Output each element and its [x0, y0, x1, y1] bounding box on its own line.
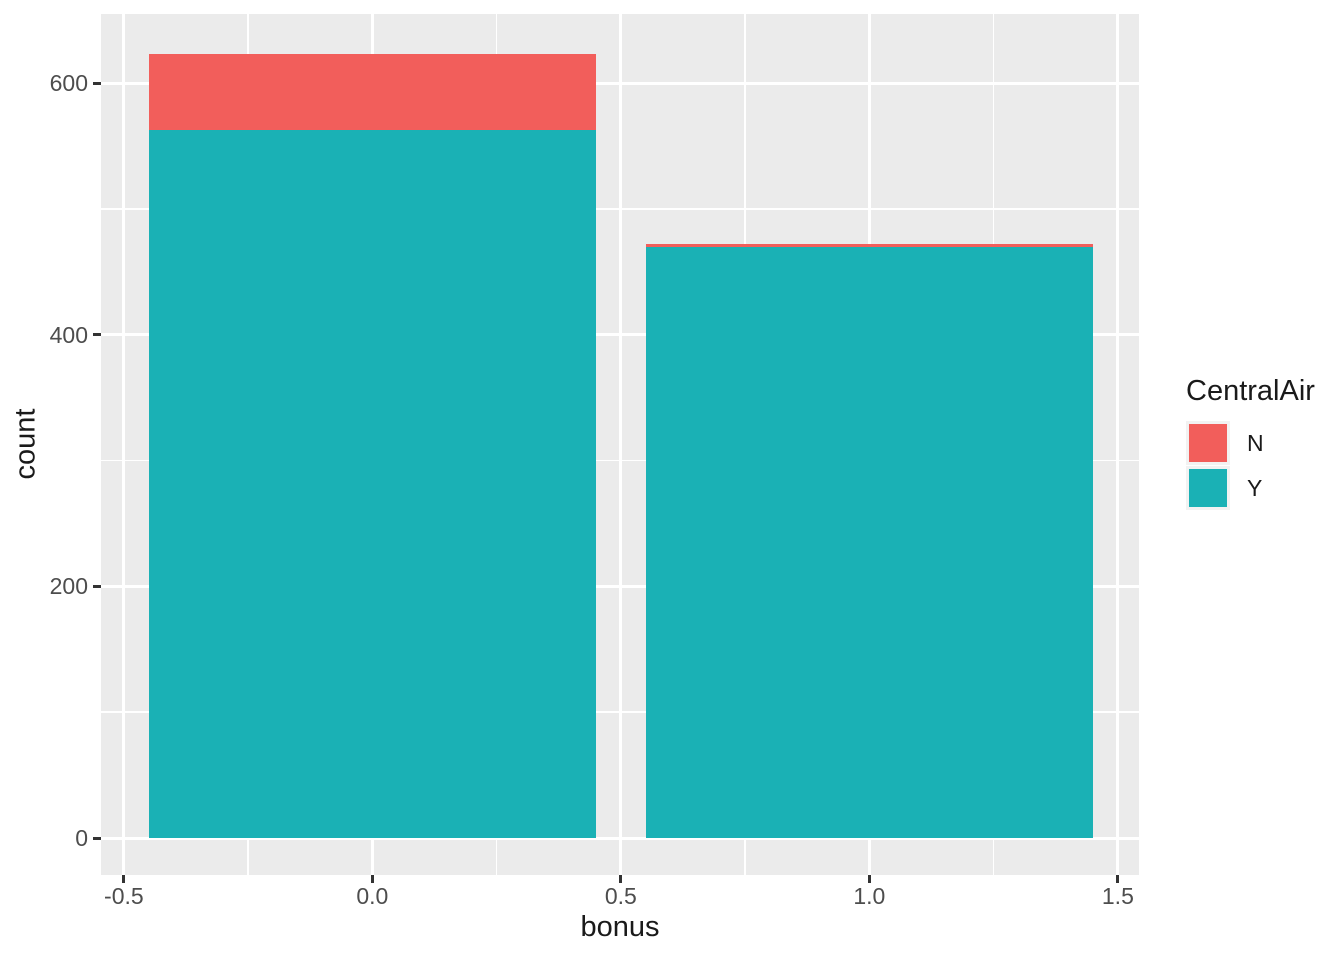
- bar-segment-y-x1: [645, 246, 1094, 838]
- x-tick-mark: [867, 875, 871, 883]
- legend-label: N: [1247, 429, 1264, 456]
- x-tick-mark: [619, 875, 623, 883]
- y-tick-mark: [93, 584, 101, 588]
- y-major-gridline: [101, 333, 1139, 337]
- legend-title: CentralAir: [1186, 375, 1315, 407]
- legend-swatch-y: [1189, 469, 1227, 507]
- bar-segment-n-x0: [148, 54, 596, 130]
- y-tick-label: 400: [49, 321, 88, 348]
- x-tick-label: 0.5: [604, 883, 637, 909]
- legend-label: Y: [1247, 474, 1263, 501]
- x-tick-mark: [122, 875, 126, 883]
- x-axis-title: bonus: [580, 911, 660, 943]
- bar-segment-n-x1: [645, 244, 1094, 247]
- y-tick-mark: [93, 333, 101, 337]
- y-tick-mark: [93, 836, 101, 840]
- bar-segment-y-x0: [148, 129, 596, 838]
- y-major-gridline: [101, 81, 1139, 85]
- legend-item-n: N: [1186, 421, 1315, 465]
- x-tick-label: 0.0: [356, 883, 389, 909]
- legend-key: [1186, 421, 1230, 465]
- y-tick-label: 0: [75, 825, 88, 851]
- legend-key: [1186, 466, 1230, 510]
- x-major-gridline: [619, 14, 623, 875]
- plot-panel: [101, 14, 1139, 875]
- x-tick-mark: [1116, 875, 1120, 883]
- y-tick-label: 200: [49, 573, 88, 600]
- x-major-gridline: [1116, 14, 1120, 875]
- x-tick-label: 1.5: [1101, 883, 1134, 909]
- y-major-gridline: [101, 836, 1139, 840]
- x-tick-label: 1.0: [853, 883, 886, 909]
- x-major-gridline: [122, 14, 126, 875]
- y-major-gridline: [101, 584, 1139, 588]
- y-tick-label: 600: [49, 70, 88, 97]
- x-tick-mark: [370, 875, 374, 883]
- x-tick-label: -0.5: [104, 883, 144, 909]
- legend-swatch-n: [1189, 424, 1227, 462]
- legend-item-y: Y: [1186, 466, 1315, 510]
- y-axis-title: count: [9, 408, 42, 480]
- y-tick-mark: [93, 81, 101, 85]
